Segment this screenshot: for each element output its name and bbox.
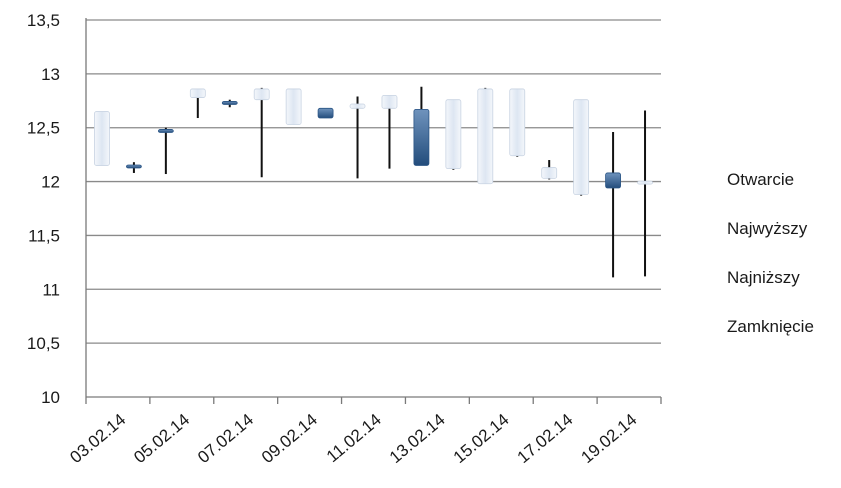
- candle: [541, 160, 558, 180]
- legend: Otwarcie Najwyższy Najniższy Zamknięcie: [727, 160, 814, 356]
- x-tick-label: 03.02.14: [66, 410, 129, 467]
- candle: [509, 88, 526, 157]
- legend-item-close: Zamknięcie: [727, 317, 814, 336]
- candle: [221, 99, 238, 108]
- candle-body-up: [381, 95, 398, 109]
- candle: [573, 99, 590, 196]
- candle-body-up: [189, 88, 206, 98]
- candle: [605, 132, 621, 278]
- candle-body-up: [349, 103, 366, 109]
- candle-body-up: [253, 88, 270, 101]
- candle: [126, 162, 142, 173]
- candle-body-down: [317, 107, 334, 119]
- candle-body-down: [413, 109, 430, 166]
- candle: [253, 87, 270, 178]
- y-tick-label: 10: [41, 388, 60, 407]
- x-tick-label: 15.02.14: [450, 410, 513, 467]
- candle: [157, 127, 174, 175]
- candle-body-down: [605, 172, 621, 189]
- gridlines: [86, 19, 661, 344]
- candle-body-down: [221, 101, 238, 105]
- x-tick-label: 17.02.14: [514, 410, 577, 467]
- candle: [637, 110, 653, 277]
- y-tick-label: 10,5: [27, 334, 60, 353]
- candle-body-up: [509, 88, 526, 157]
- y-axis-ticks: 10 10,5 11 11,5 12 12,5 13 13,5: [27, 11, 60, 407]
- axes: [85, 18, 662, 404]
- x-tick-label: 07.02.14: [194, 410, 257, 467]
- x-tick-label: 05.02.14: [130, 410, 193, 467]
- candle-body-up: [445, 99, 462, 170]
- candle-body-down: [157, 129, 174, 133]
- candle-body-down: [126, 164, 142, 169]
- candle: [445, 99, 462, 170]
- candle-body-up: [637, 180, 653, 185]
- legend-item-high: Najwyższy: [727, 219, 808, 238]
- y-tick-label: 11,5: [28, 226, 60, 245]
- candle: [349, 96, 366, 179]
- candles: [94, 86, 653, 278]
- candle: [94, 111, 110, 166]
- candle-body-up: [573, 99, 590, 195]
- candle: [285, 88, 302, 125]
- x-tick-label: 19.02.14: [577, 410, 640, 467]
- x-tick-label: 11.02.14: [323, 410, 385, 466]
- y-tick-label: 12,5: [27, 119, 60, 138]
- legend-item-open: Otwarcie: [727, 170, 795, 189]
- y-tick-label: 11: [42, 280, 60, 299]
- y-tick-label: 13: [41, 65, 60, 84]
- candle-body-up: [285, 88, 302, 125]
- legend-item-low: Najniższy: [727, 268, 800, 287]
- candle: [413, 86, 430, 166]
- candle: [477, 87, 494, 185]
- candle-body-up: [477, 88, 494, 185]
- y-tick-label: 12: [41, 173, 60, 192]
- candle: [317, 107, 334, 119]
- y-tick-label: 13,5: [27, 11, 60, 30]
- candle-body-up: [94, 111, 110, 166]
- x-axis-ticks: 03.02.14 05.02.14 07.02.14 09.02.14 11.02.14…: [66, 410, 640, 467]
- x-tick-label: 09.02.14: [258, 410, 321, 467]
- candle: [189, 88, 206, 119]
- candle: [381, 95, 398, 169]
- candle-body-up: [541, 167, 558, 179]
- x-tick-label: 13.02.14: [386, 410, 449, 467]
